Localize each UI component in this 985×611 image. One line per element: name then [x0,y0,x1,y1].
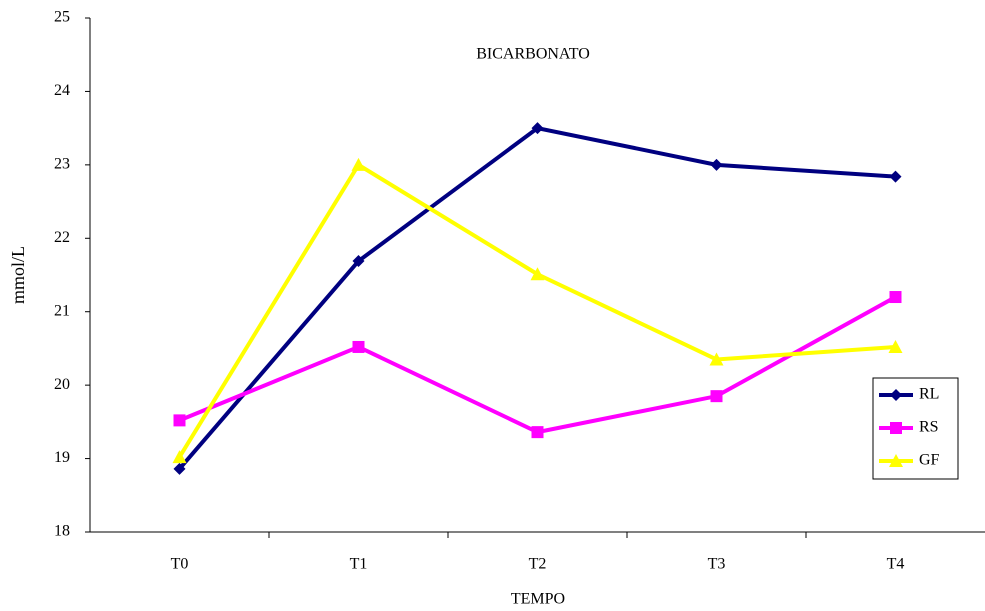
y-tick-label: 24 [54,82,70,99]
legend-marker [890,422,902,434]
chart-title: BICARBONATO [476,46,590,63]
data-point [710,390,723,403]
data-point [172,450,187,464]
data-point [352,255,365,268]
y-tick-label: 25 [54,9,70,26]
data-point [709,352,724,366]
legend-marker [889,454,903,467]
x-axis-label: TEMPO [511,591,565,608]
data-point [889,170,902,183]
data-point [352,340,365,353]
legend-marker [890,389,902,401]
y-axis-label: mmol/L [8,246,28,304]
x-tick-label: T3 [708,556,726,573]
data-point [710,158,723,171]
data-point [531,426,544,439]
series-line [177,126,896,471]
data-point [531,122,544,135]
y-tick-label: 18 [54,523,70,540]
data-point [173,462,186,475]
data-point [351,157,366,171]
x-tick-label: T0 [171,556,189,573]
data-point [889,291,902,304]
data-point [173,414,186,427]
legend-label: RS [919,419,939,436]
y-tick-label: 19 [54,449,70,466]
y-tick-label: 23 [54,156,70,173]
legend-label: RL [919,386,939,403]
series-line [178,295,897,435]
data-point [530,267,545,281]
series-line [177,162,896,459]
y-tick-label: 20 [54,376,70,393]
legend-label: GF [919,452,940,469]
data-point [888,339,903,353]
x-tick-label: T1 [350,556,368,573]
y-tick-label: 21 [54,302,70,319]
y-tick-label: 22 [54,229,70,246]
x-tick-label: T4 [887,556,905,573]
x-tick-label: T2 [529,556,547,573]
